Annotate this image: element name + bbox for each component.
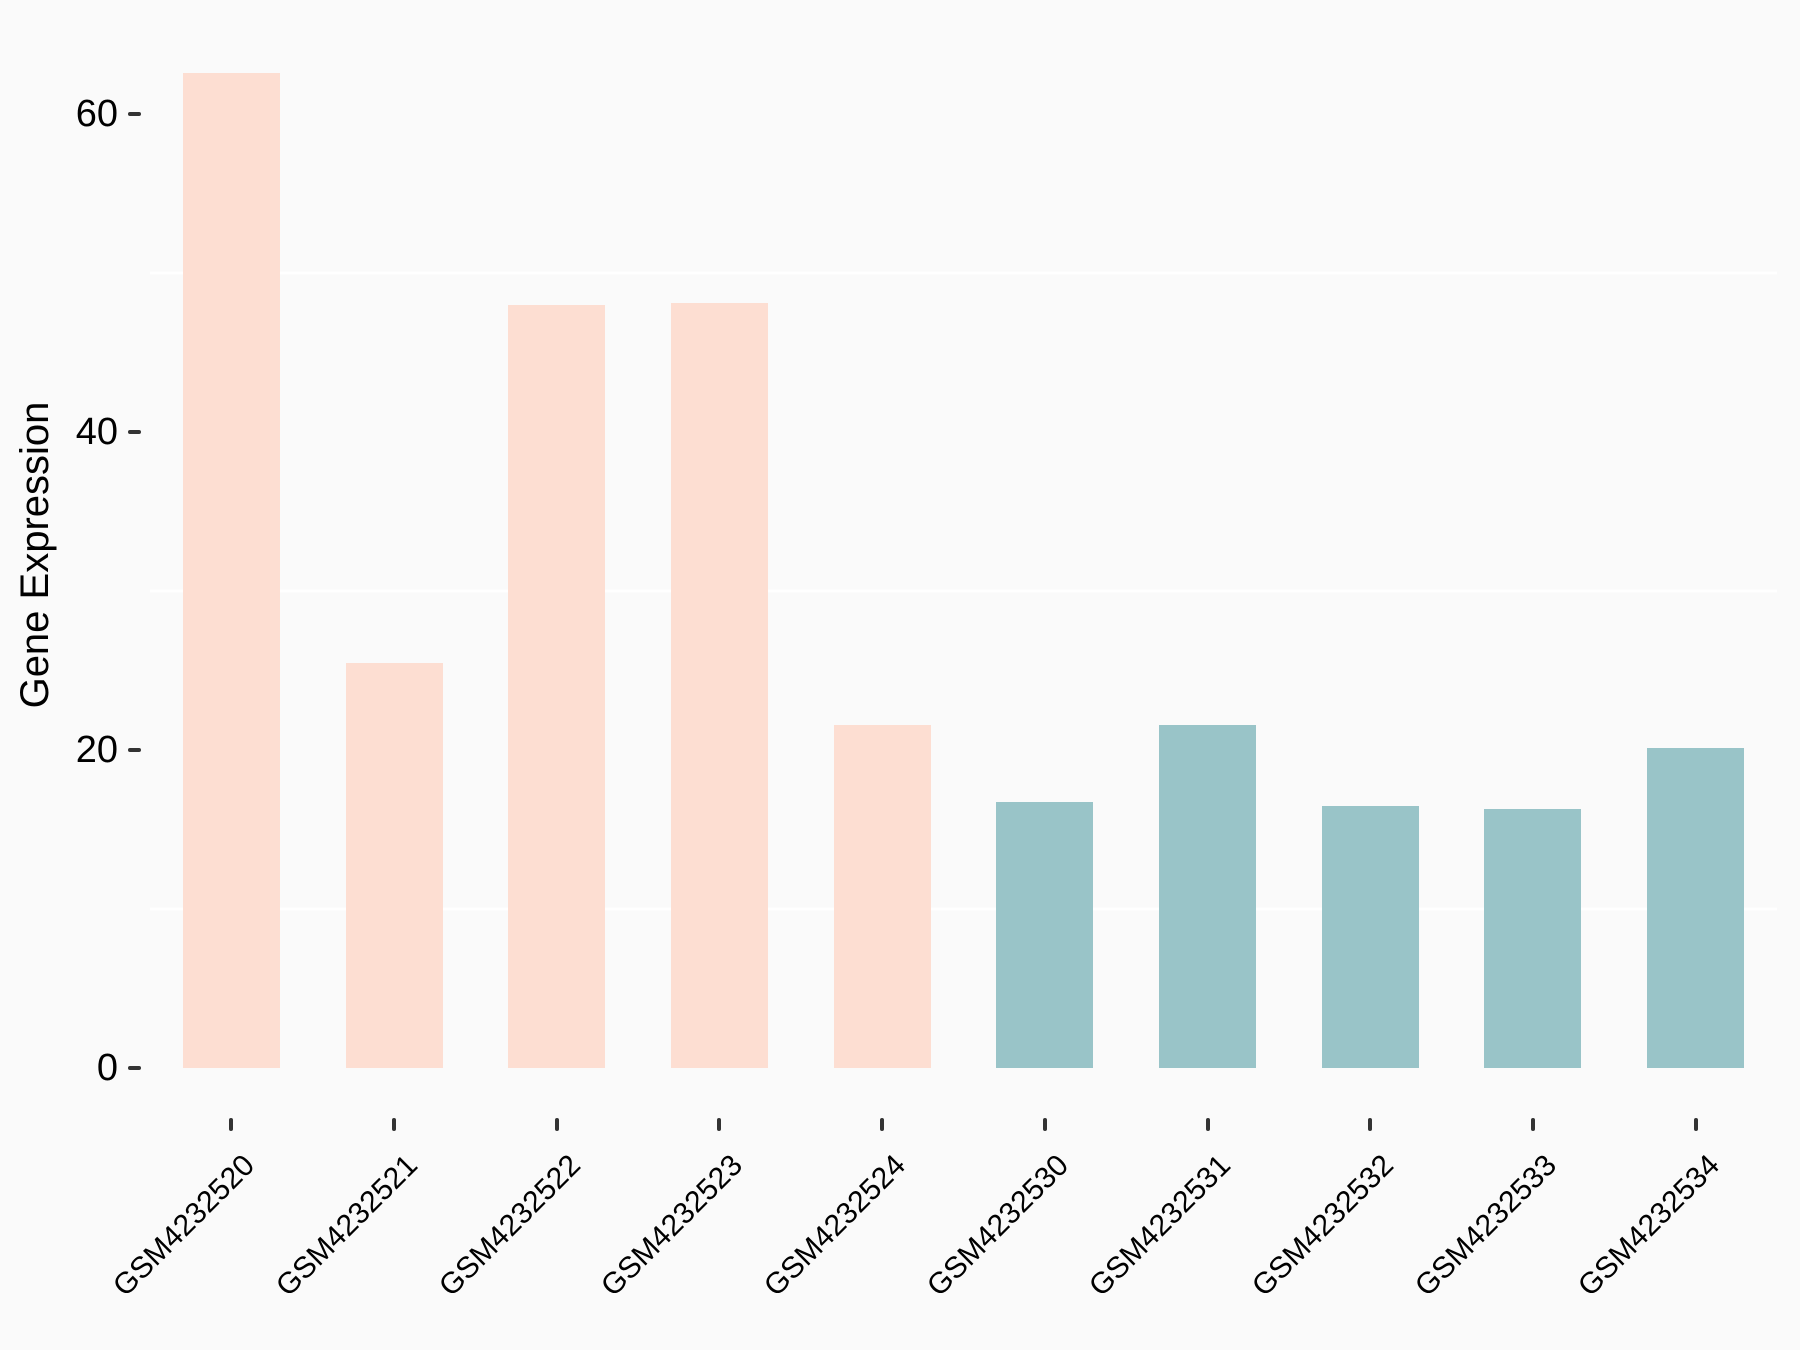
x-tick-label-GSM4232533: GSM4232533 xyxy=(1408,1148,1563,1303)
x-tick-label-GSM4232520: GSM4232520 xyxy=(107,1148,262,1303)
bar-GSM4232521 xyxy=(345,662,443,1068)
x-tick-label-GSM4232523: GSM4232523 xyxy=(595,1148,750,1303)
x-tick-label-GSM4232524: GSM4232524 xyxy=(757,1148,913,1303)
bar-GSM4232522 xyxy=(508,304,606,1068)
bar-GSM4232531 xyxy=(1159,724,1257,1068)
x-tick-label-GSM4232522: GSM4232522 xyxy=(432,1148,587,1303)
y-tick-label-60: 60 xyxy=(75,93,118,135)
x-tick-mark-GSM4232524 xyxy=(880,1118,885,1131)
gridline-10 xyxy=(150,907,1777,911)
bar-GSM4232534 xyxy=(1647,748,1745,1068)
x-tick-label-GSM4232531: GSM4232531 xyxy=(1083,1148,1238,1303)
bar-GSM4232533 xyxy=(1484,808,1582,1068)
x-tick-mark-GSM4232534 xyxy=(1693,1118,1698,1131)
y-tick-mark-60 xyxy=(128,112,141,116)
x-tick-mark-GSM4232530 xyxy=(1042,1118,1047,1131)
bar-GSM4232532 xyxy=(1321,805,1419,1068)
x-tick-label-GSM4232532: GSM4232532 xyxy=(1245,1148,1401,1303)
plot-panel xyxy=(150,23,1777,1118)
x-tick-mark-GSM4232522 xyxy=(554,1118,559,1131)
x-tick-mark-GSM4232532 xyxy=(1368,1118,1373,1131)
gridline-30 xyxy=(150,589,1777,593)
y-tick-mark-0 xyxy=(128,1066,141,1070)
x-tick-mark-GSM4232523 xyxy=(717,1118,722,1131)
y-tick-label-0: 0 xyxy=(96,1047,118,1089)
x-tick-mark-GSM4232520 xyxy=(229,1118,234,1131)
y-tick-label-20: 20 xyxy=(75,729,118,771)
bar-GSM4232530 xyxy=(996,802,1094,1068)
y-tick-mark-20 xyxy=(128,748,141,752)
y-tick-mark-40 xyxy=(128,430,141,434)
x-tick-mark-GSM4232533 xyxy=(1530,1118,1535,1131)
x-tick-label-GSM4232530: GSM4232530 xyxy=(920,1148,1075,1303)
x-tick-mark-GSM4232531 xyxy=(1205,1118,1210,1131)
gridline-50 xyxy=(150,271,1777,275)
bar-GSM4232523 xyxy=(670,303,768,1068)
x-tick-mark-GSM4232521 xyxy=(392,1118,397,1131)
bar-GSM4232524 xyxy=(833,724,931,1068)
x-tick-label-GSM4232521: GSM4232521 xyxy=(269,1148,424,1303)
bar-GSM4232520 xyxy=(182,72,280,1068)
x-tick-label-GSM4232534: GSM4232534 xyxy=(1571,1148,1726,1303)
y-tick-label-40: 40 xyxy=(75,411,118,453)
